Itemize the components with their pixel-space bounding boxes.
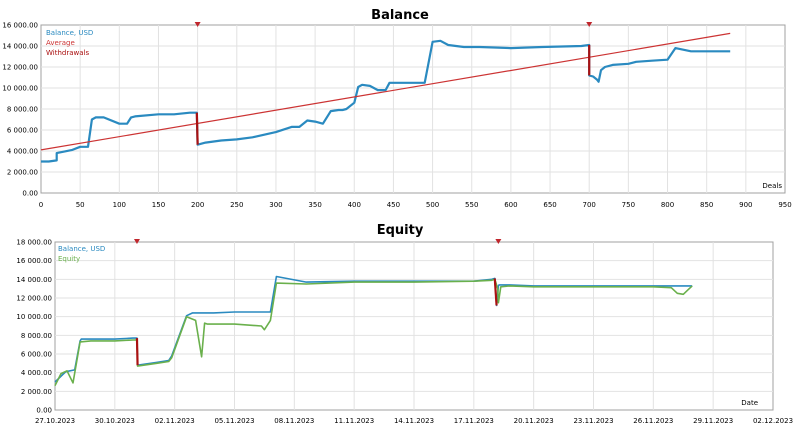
x-tick-label: 950 bbox=[778, 201, 791, 209]
x-tick-label: 250 bbox=[230, 201, 243, 209]
equity-chart: Equity 0.00 2 000.00 4 000.00 6 000.00 8 000… bbox=[16, 223, 793, 425]
x-tick-label: 14.11.2023 bbox=[394, 417, 434, 423]
balance-y-axis: 0.00 2 000.00 4 000.00 6 000.00 8 000.00 10 0… bbox=[2, 22, 38, 198]
x-tick-label: 400 bbox=[348, 201, 361, 209]
balance-chart: Balance 0.00 2 000.00 4 000.00 6 000.00 8 00… bbox=[2, 8, 791, 209]
x-tick-label: 100 bbox=[113, 201, 126, 209]
y-tick-label: 0.00 bbox=[22, 190, 38, 198]
x-tick-label: 700 bbox=[583, 201, 596, 209]
balance-series-layer bbox=[40, 32, 731, 163]
x-tick-label: 05.11.2023 bbox=[214, 417, 254, 423]
y-tick-label: 14 000.00 bbox=[2, 43, 38, 51]
y-tick-label: 16 000.00 bbox=[16, 257, 52, 265]
x-tick-label: 600 bbox=[504, 201, 517, 209]
equity-x-axis-label: Date bbox=[741, 399, 758, 407]
equity-series-layer bbox=[54, 275, 693, 387]
y-tick-label: 12 000.00 bbox=[2, 64, 38, 72]
balance-chart-title: Balance bbox=[371, 8, 429, 23]
withdrawal-marker bbox=[133, 239, 140, 244]
balance-legend-average: Average bbox=[46, 39, 75, 47]
x-tick-label: 02.11.2023 bbox=[155, 417, 195, 423]
x-tick-label: 500 bbox=[426, 201, 439, 209]
series-line-balance-usd bbox=[41, 39, 731, 163]
equity-legend: Balance, USD Equity bbox=[58, 245, 105, 263]
x-tick-label: 550 bbox=[465, 201, 478, 209]
x-tick-label: 650 bbox=[543, 201, 556, 209]
equity-chart-title: Equity bbox=[377, 223, 424, 238]
balance-legend-balance: Balance, USD bbox=[46, 29, 93, 37]
x-tick-label: 900 bbox=[739, 201, 752, 209]
x-tick-label: 02.12.2023 bbox=[753, 417, 793, 423]
balance-x-axis: 0 50 100 150 200 250 300 350 400 450 500 550 600 650 7… bbox=[39, 201, 792, 209]
y-tick-label: 6 000.00 bbox=[7, 127, 38, 135]
y-tick-label: 10 000.00 bbox=[2, 85, 38, 93]
y-tick-label: 0.00 bbox=[36, 407, 52, 415]
y-tick-label: 10 000.00 bbox=[16, 313, 52, 321]
x-tick-label: 300 bbox=[269, 201, 282, 209]
equity-y-axis: 0.00 2 000.00 4 000.00 6 000.00 8 000.00 10 0… bbox=[16, 239, 52, 415]
equity-gridlines bbox=[55, 242, 773, 410]
y-tick-label: 2 000.00 bbox=[7, 169, 38, 177]
x-tick-label: 27.10.2023 bbox=[35, 417, 75, 423]
balance-withdrawal-markers bbox=[194, 22, 593, 145]
withdrawal-marker bbox=[586, 22, 593, 27]
x-tick-label: 23.11.2023 bbox=[573, 417, 613, 423]
withdrawal-drop bbox=[195, 112, 199, 145]
x-tick-label: 26.11.2023 bbox=[633, 417, 673, 423]
y-tick-label: 2 000.00 bbox=[21, 388, 52, 396]
x-tick-label: 30.10.2023 bbox=[95, 417, 135, 423]
y-tick-label: 12 000.00 bbox=[16, 295, 52, 303]
x-tick-label: 450 bbox=[387, 201, 400, 209]
y-tick-label: 14 000.00 bbox=[16, 276, 52, 284]
equity-x-axis: 27.10.2023 30.10.2023 02.11.2023 05.11.2023… bbox=[35, 417, 793, 425]
y-tick-label: 4 000.00 bbox=[21, 369, 52, 377]
x-tick-label: 0 bbox=[39, 201, 43, 209]
withdrawal-drop bbox=[135, 338, 139, 366]
balance-x-axis-label: Deals bbox=[762, 182, 782, 190]
withdrawal-marker bbox=[194, 22, 201, 27]
y-tick-label: 8 000.00 bbox=[7, 106, 38, 114]
x-tick-label: 800 bbox=[661, 201, 674, 209]
equity-legend-equity: Equity bbox=[58, 255, 80, 263]
x-tick-label: 20.11.2023 bbox=[514, 417, 554, 423]
y-tick-label: 4 000.00 bbox=[7, 148, 38, 156]
equity-legend-balance: Balance, USD bbox=[58, 245, 105, 253]
series-line-balance-usd bbox=[54, 275, 693, 383]
y-tick-label: 18 000.00 bbox=[16, 239, 52, 247]
y-tick-label: 6 000.00 bbox=[21, 351, 52, 359]
x-tick-label: 200 bbox=[191, 201, 204, 209]
x-tick-label: 850 bbox=[700, 201, 713, 209]
x-tick-label: 29.11.2023 bbox=[693, 417, 733, 423]
withdrawal-drop bbox=[493, 278, 498, 306]
x-tick-label: 17.11.2023 bbox=[454, 417, 494, 423]
x-tick-label: 11.11.2023 bbox=[334, 417, 374, 423]
x-tick-label: 150 bbox=[152, 201, 165, 209]
balance-legend: Balance, USD Average Withdrawals bbox=[46, 29, 93, 57]
x-tick-label: 350 bbox=[308, 201, 321, 209]
balance-legend-withdrawals: Withdrawals bbox=[46, 49, 89, 57]
series-line-average bbox=[40, 32, 731, 151]
withdrawal-marker bbox=[495, 239, 502, 244]
x-tick-label: 750 bbox=[622, 201, 635, 209]
series-line-equity bbox=[54, 278, 693, 387]
equity-withdrawal-markers bbox=[133, 239, 502, 366]
x-tick-label: 08.11.2023 bbox=[274, 417, 314, 423]
y-tick-label: 16 000.00 bbox=[2, 22, 38, 30]
x-tick-label: 50 bbox=[76, 201, 85, 209]
y-tick-label: 8 000.00 bbox=[21, 332, 52, 340]
